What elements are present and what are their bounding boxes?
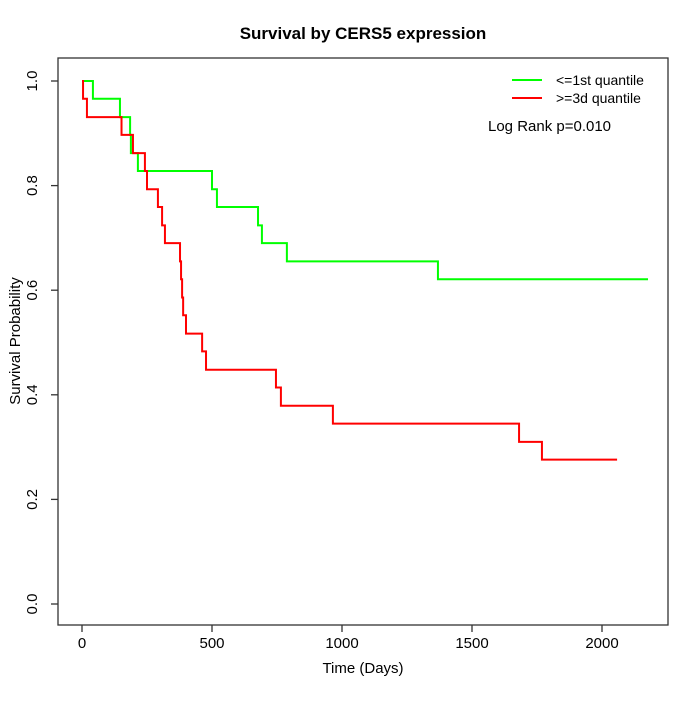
legend-label-first-quantile: <=1st quantile bbox=[556, 72, 644, 88]
y-tick-label: 0.0 bbox=[24, 594, 41, 615]
chart-title: Survival by CERS5 expression bbox=[240, 24, 487, 43]
y-tick-label: 0.8 bbox=[24, 175, 41, 196]
survival-curve-red bbox=[82, 80, 618, 461]
y-tick-label: 0.6 bbox=[24, 280, 41, 301]
survival-curves bbox=[82, 80, 649, 461]
log-rank-annotation: Log Rank p=0.010 bbox=[488, 118, 611, 135]
y-axis-ticks: 0.0 0.2 0.4 0.6 0.8 1.0 bbox=[24, 71, 58, 615]
survival-curve-green bbox=[82, 80, 649, 281]
y-axis-label: Survival Probability bbox=[7, 277, 24, 405]
x-tick-label: 1500 bbox=[455, 635, 488, 652]
legend: <=1st quantile >=3d quantile Log Rank p=… bbox=[488, 72, 644, 135]
y-tick-label: 1.0 bbox=[24, 71, 41, 92]
x-tick-label: 500 bbox=[199, 635, 224, 652]
legend-label-third-quantile: >=3d quantile bbox=[556, 90, 641, 106]
x-axis-label: Time (Days) bbox=[322, 660, 403, 677]
x-tick-label: 1000 bbox=[325, 635, 358, 652]
y-tick-label: 0.2 bbox=[24, 489, 41, 510]
plot-box bbox=[57, 57, 669, 626]
x-axis-ticks: 0 500 1000 1500 2000 bbox=[78, 625, 619, 652]
x-tick-label: 2000 bbox=[585, 635, 618, 652]
x-tick-label: 0 bbox=[78, 635, 86, 652]
y-tick-label: 0.4 bbox=[24, 384, 41, 405]
